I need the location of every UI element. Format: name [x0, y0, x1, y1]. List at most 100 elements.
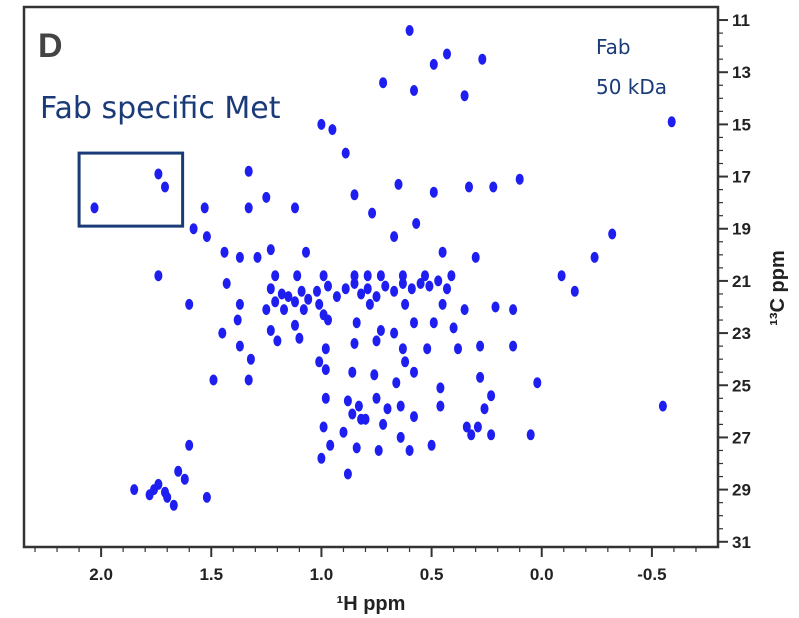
peak	[667, 116, 676, 128]
peak	[295, 332, 304, 344]
x-axis-title: ¹H ppm	[337, 593, 406, 615]
peak	[491, 301, 500, 313]
fab-specific-met-box	[77, 151, 185, 228]
y-tick-label: 31	[732, 533, 751, 552]
peak	[235, 251, 244, 263]
peak	[401, 356, 410, 368]
peak	[394, 178, 403, 190]
peak	[271, 270, 280, 282]
peak	[381, 280, 390, 292]
y-tick-label: 19	[732, 220, 751, 239]
y-tick-label: 21	[732, 272, 751, 291]
peak	[209, 374, 218, 386]
peak	[383, 403, 392, 415]
peak	[339, 426, 348, 438]
peak	[180, 473, 189, 485]
peak	[297, 285, 306, 297]
peak	[533, 377, 542, 389]
peak	[321, 364, 330, 376]
peak	[200, 202, 209, 214]
peak	[462, 421, 471, 433]
panel-label: D	[38, 27, 63, 65]
peak	[438, 298, 447, 310]
peak	[509, 304, 518, 316]
peak	[509, 340, 518, 352]
peak	[515, 173, 524, 185]
y-tick-label: 25	[732, 376, 751, 395]
y-tick-label: 17	[732, 168, 751, 187]
peak	[487, 429, 496, 441]
y-tick-label: 15	[732, 115, 751, 134]
peak	[658, 400, 667, 412]
peak	[350, 189, 359, 201]
fab-specific-met-label: Fab specific Met	[40, 91, 281, 126]
peak	[304, 293, 313, 305]
peak	[244, 202, 253, 214]
peak	[398, 270, 407, 282]
peak	[233, 314, 242, 326]
peak	[218, 327, 227, 339]
peak	[398, 278, 407, 289]
peak	[489, 181, 498, 193]
peak	[423, 343, 432, 355]
peak	[235, 298, 244, 310]
peak	[341, 147, 350, 159]
peak	[460, 90, 469, 102]
peak	[277, 288, 286, 300]
peak	[328, 124, 337, 136]
peak	[317, 118, 326, 130]
peak	[379, 77, 388, 89]
peak	[293, 270, 302, 282]
peak	[370, 369, 379, 381]
peak	[352, 442, 361, 454]
y-axis-ticks: 11 13 15 17 19 21 23 25 27 29 31	[718, 11, 751, 552]
y-tick-label: 11	[732, 11, 750, 30]
peak	[185, 439, 194, 451]
peak	[244, 374, 253, 386]
y-axis-title: ¹³C ppm	[767, 250, 789, 326]
peak	[299, 304, 308, 316]
peak	[410, 366, 418, 378]
y-tick-label: 29	[732, 481, 751, 500]
peak	[526, 429, 535, 441]
peak	[185, 298, 194, 310]
peak	[150, 484, 158, 496]
peak	[476, 371, 485, 383]
peak	[436, 400, 445, 412]
peak	[376, 325, 385, 336]
peak	[410, 411, 418, 423]
peak	[343, 468, 352, 480]
peak	[291, 296, 299, 308]
peak	[405, 445, 414, 456]
peak	[280, 304, 288, 316]
x-axis-ticks: 2.0 1.5 1.0 0.5 0.0 -0.5	[34, 547, 697, 584]
peak	[326, 439, 335, 451]
peak	[357, 413, 366, 425]
peak	[348, 366, 357, 378]
peak	[447, 270, 456, 282]
peak	[410, 317, 418, 329]
peak	[396, 431, 405, 443]
peak	[465, 181, 473, 193]
y-tick-label: 23	[732, 324, 751, 343]
sample-mass-label: 50 kDa	[596, 75, 667, 99]
peak	[319, 421, 328, 433]
peak	[557, 270, 566, 282]
peak	[443, 283, 451, 295]
peak	[262, 191, 271, 203]
peak	[392, 377, 401, 389]
peak	[460, 304, 469, 316]
peak	[315, 298, 324, 310]
peak	[350, 278, 359, 289]
peak	[487, 390, 496, 402]
peak	[235, 340, 244, 352]
sample-name-label: Fab	[596, 35, 631, 59]
peak	[291, 202, 299, 214]
peak	[354, 400, 363, 412]
peak	[379, 418, 388, 430]
peak	[161, 181, 169, 193]
peak	[266, 325, 275, 336]
peak	[302, 246, 310, 258]
peak	[163, 491, 172, 503]
peak	[317, 452, 326, 464]
